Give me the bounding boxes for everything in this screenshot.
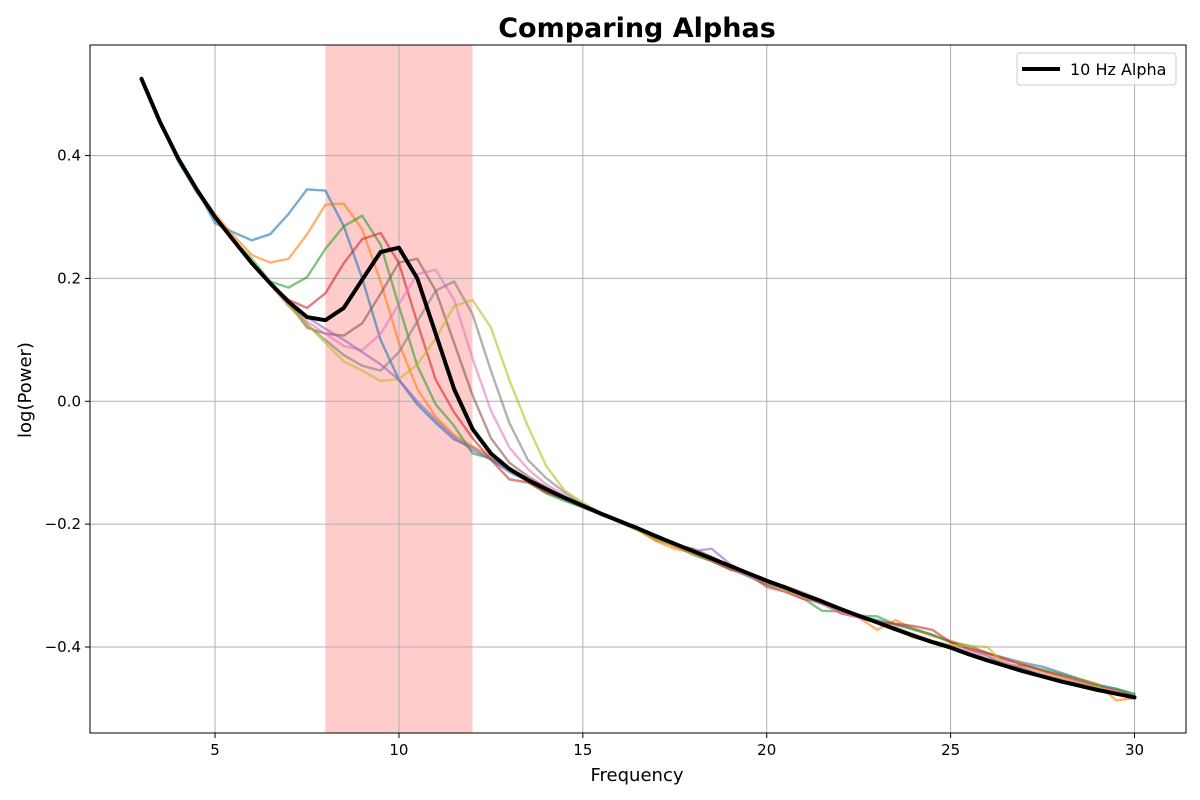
series-line-10hz [139, 76, 1137, 700]
series-line-9-5hz [140, 77, 1136, 698]
series-line-10-5hz [140, 77, 1136, 698]
x-tick-label: 10 [389, 741, 408, 759]
y-tick-label: 0.4 [57, 147, 81, 165]
legend-box [1016, 52, 1177, 86]
legend: 10 Hz Alpha [1016, 52, 1177, 86]
x-ticks: 5 10 15 20 25 30 [210, 733, 1144, 759]
series-line-12hz [140, 77, 1136, 700]
y-tick-label: −0.2 [45, 515, 81, 533]
series-line-9hz [140, 77, 1136, 695]
x-tick-label: 15 [573, 741, 592, 759]
y-ticks: −0.4 −0.2 0.0 0.2 0.4 [45, 147, 90, 656]
series-lines [139, 76, 1137, 702]
x-tick-label: 5 [210, 741, 220, 759]
y-axis-label: log(Power) [15, 342, 36, 438]
chart-title: Comparing Alphas [498, 13, 776, 44]
series-line-7-5hz [140, 77, 1136, 697]
grid [90, 45, 1186, 733]
x-tick-label: 30 [1125, 741, 1144, 759]
series-line-8-5hz [140, 77, 1136, 702]
x-tick-label: 25 [941, 741, 960, 759]
legend-label-10hz: 10 Hz Alpha [1070, 60, 1166, 79]
y-tick-label: 0.0 [57, 392, 81, 410]
y-tick-label: 0.2 [57, 269, 81, 287]
y-tick-label: −0.4 [45, 638, 81, 656]
x-axis-label: Frequency [591, 765, 684, 786]
series-line-11hz [140, 77, 1136, 698]
plot-frame [89, 44, 1187, 734]
series-line-11-5hz [140, 77, 1136, 699]
x-tick-label: 20 [757, 741, 776, 759]
series-line-18hz [140, 77, 1136, 699]
